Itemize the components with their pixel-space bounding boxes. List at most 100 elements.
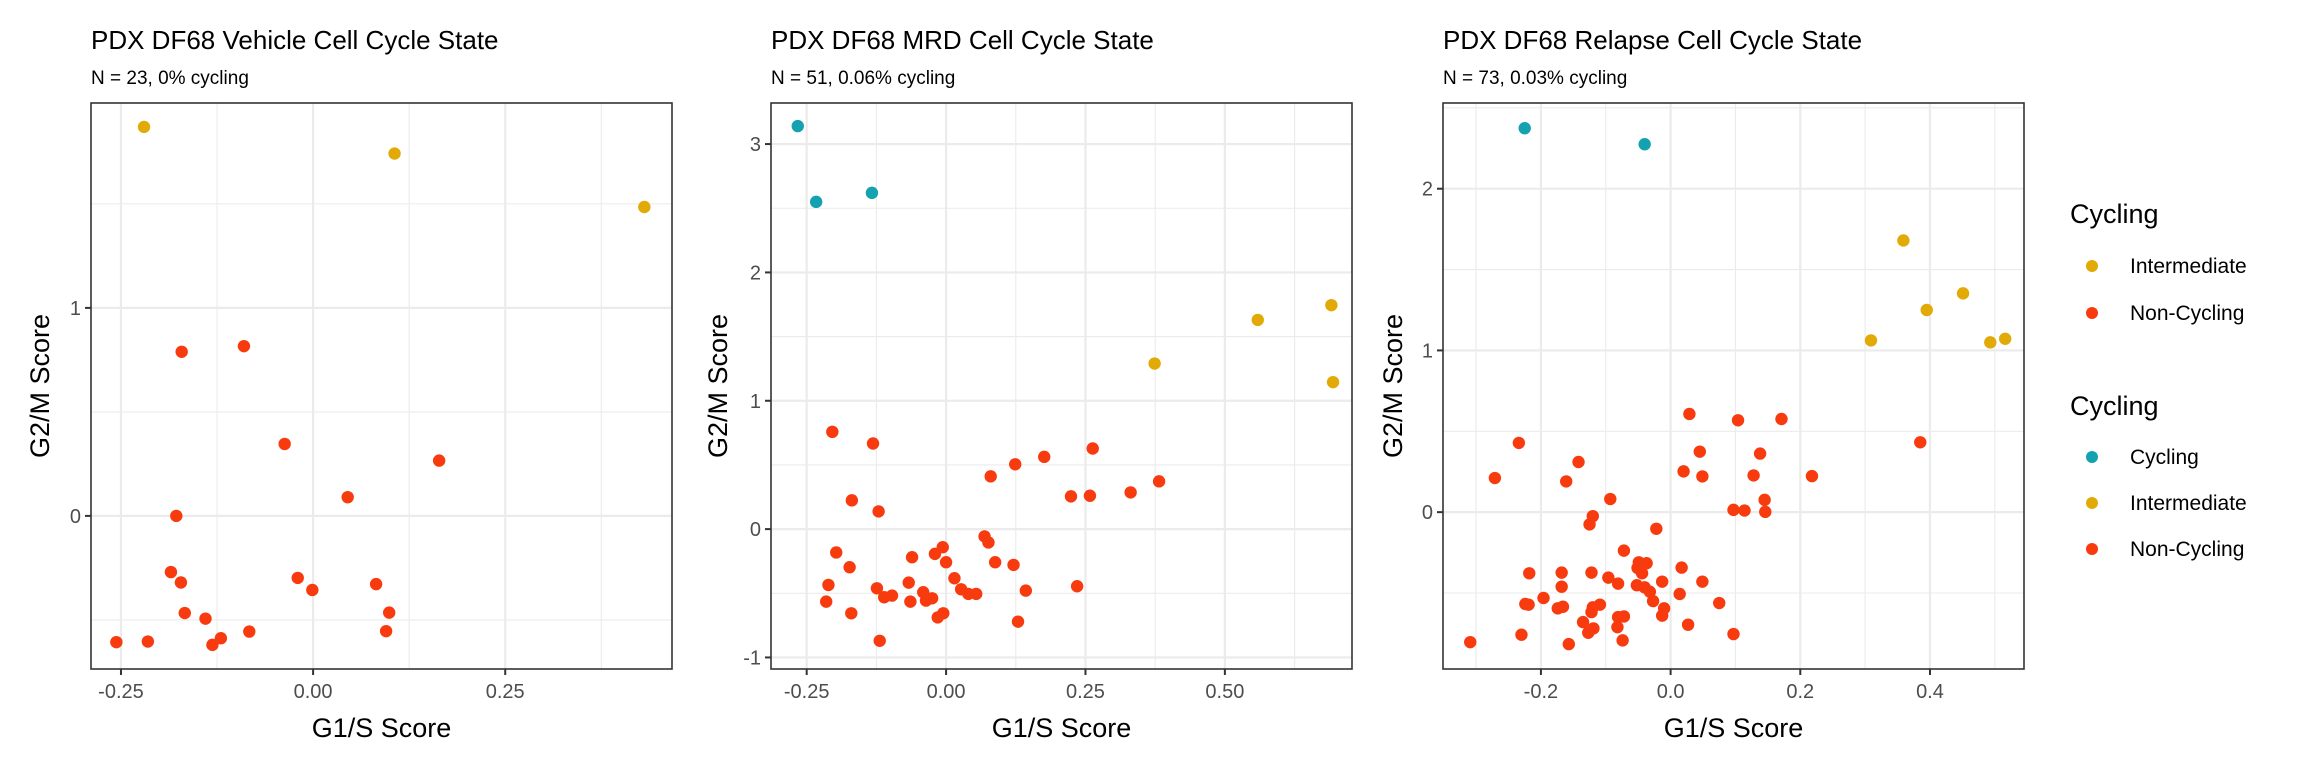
point-cycling — [865, 186, 879, 200]
y-tick-label: 0 — [1422, 502, 1433, 524]
point-non-cycling — [1673, 587, 1686, 601]
point-non-cycling — [822, 578, 835, 592]
point-non-cycling — [175, 345, 188, 358]
point-cycling — [791, 119, 804, 133]
x-axis-title: G1/S Score — [992, 713, 1132, 743]
point-non-cycling — [902, 576, 915, 589]
point-non-cycling — [1655, 575, 1669, 588]
point-non-cycling — [1523, 567, 1536, 580]
point-non-cycling — [1556, 600, 1570, 613]
point-non-cycling — [1650, 522, 1663, 535]
point-non-cycling — [174, 576, 188, 589]
legend-key-non-cycling — [2086, 307, 2098, 319]
point-non-cycling — [1007, 558, 1020, 572]
point-intermediate — [1325, 298, 1338, 312]
point-intermediate — [1956, 287, 1970, 300]
point-non-cycling — [1675, 561, 1688, 574]
point-cycling — [1518, 122, 1531, 135]
legend-label-cycling: Cycling — [2130, 446, 2199, 469]
panel-title: PDX DF68 MRD Cell Cycle State — [771, 25, 1154, 55]
point-non-cycling — [1616, 634, 1629, 647]
x-tick-label: 0.2 — [1786, 681, 1814, 703]
point-non-cycling — [178, 606, 191, 620]
point-non-cycling — [826, 425, 839, 439]
point-non-cycling — [1572, 455, 1585, 469]
legend-key-intermediate — [2086, 260, 2098, 272]
y-tick-label: 2 — [1422, 179, 1433, 201]
x-tick-label: 0.4 — [1916, 681, 1944, 703]
point-non-cycling — [872, 505, 885, 518]
legend-key-non-cycling — [2086, 543, 2098, 555]
point-non-cycling — [379, 624, 393, 638]
gridlines — [1443, 103, 2024, 669]
point-non-cycling — [1124, 486, 1137, 499]
legend-group-1: Cycling Intermediate Non-Cycling — [2070, 199, 2247, 325]
y-tick-label: 1 — [70, 298, 81, 320]
point-non-cycling — [341, 490, 354, 504]
y-tick-label: 1 — [750, 391, 761, 413]
point-non-cycling — [1555, 580, 1568, 593]
point-non-cycling — [1677, 465, 1690, 478]
point-non-cycling — [432, 454, 446, 467]
point-non-cycling — [1727, 627, 1740, 641]
legend-label-non-cycling: Non-Cycling — [2130, 302, 2244, 325]
point-non-cycling — [1611, 620, 1624, 634]
point-non-cycling — [1683, 407, 1696, 421]
point-non-cycling — [1747, 469, 1760, 482]
point-intermediate — [1326, 375, 1340, 389]
point-intermediate — [1920, 303, 1933, 317]
point-non-cycling — [199, 612, 212, 625]
point-non-cycling — [1038, 450, 1051, 464]
x-tick-label: -0.25 — [784, 681, 830, 703]
point-non-cycling — [1009, 458, 1022, 471]
point-non-cycling — [1464, 635, 1477, 649]
point-non-cycling — [243, 625, 256, 638]
point-non-cycling — [1759, 505, 1772, 519]
legend: Cycling Intermediate Non-Cycling Cycling… — [2070, 199, 2247, 561]
point-non-cycling — [1515, 628, 1528, 641]
y-tick-label: 2 — [750, 262, 761, 284]
point-non-cycling — [170, 509, 183, 523]
point-non-cycling — [1522, 598, 1535, 611]
point-non-cycling — [937, 607, 950, 620]
point-cycling — [1638, 138, 1651, 151]
point-non-cycling — [1576, 615, 1590, 629]
point-non-cycling — [1731, 414, 1745, 427]
y-axis-title: G2/M Score — [1378, 314, 1408, 458]
point-non-cycling — [1602, 571, 1615, 584]
point-intermediate — [1984, 336, 1997, 349]
legend-label-intermediate: Intermediate — [2130, 255, 2247, 278]
data-points — [791, 119, 1340, 647]
point-non-cycling — [206, 638, 219, 652]
point-non-cycling — [1713, 596, 1726, 610]
point-non-cycling — [1555, 566, 1568, 579]
point-non-cycling — [1585, 605, 1598, 619]
point-non-cycling — [936, 541, 949, 554]
panel-subtitle: N = 73, 0.03% cycling — [1443, 68, 1627, 89]
y-tick-label: 0 — [750, 519, 761, 541]
point-non-cycling — [1562, 637, 1575, 651]
point-non-cycling — [845, 607, 858, 620]
x-axis-title: G1/S Score — [1664, 713, 1804, 743]
point-non-cycling — [843, 561, 856, 574]
x-tick-label: 0.50 — [1205, 681, 1244, 703]
x-tick-label: 0.0 — [1657, 681, 1685, 703]
point-non-cycling — [1011, 615, 1025, 628]
point-intermediate — [1864, 334, 1878, 347]
point-non-cycling — [1488, 471, 1502, 485]
point-non-cycling — [866, 437, 880, 450]
point-intermediate — [638, 200, 651, 214]
point-non-cycling — [1805, 469, 1819, 483]
point-non-cycling — [1681, 618, 1695, 631]
point-non-cycling — [939, 556, 953, 569]
point-non-cycling — [988, 556, 1002, 569]
point-non-cycling — [870, 582, 884, 595]
point-non-cycling — [1775, 412, 1788, 426]
point-non-cycling — [1064, 490, 1078, 503]
point-non-cycling — [1693, 445, 1706, 458]
data-points — [110, 120, 651, 652]
x-tick-label: 0.25 — [486, 681, 525, 703]
x-tick-label: -0.2 — [1524, 681, 1558, 703]
x-tick-label: 0.00 — [294, 681, 333, 703]
